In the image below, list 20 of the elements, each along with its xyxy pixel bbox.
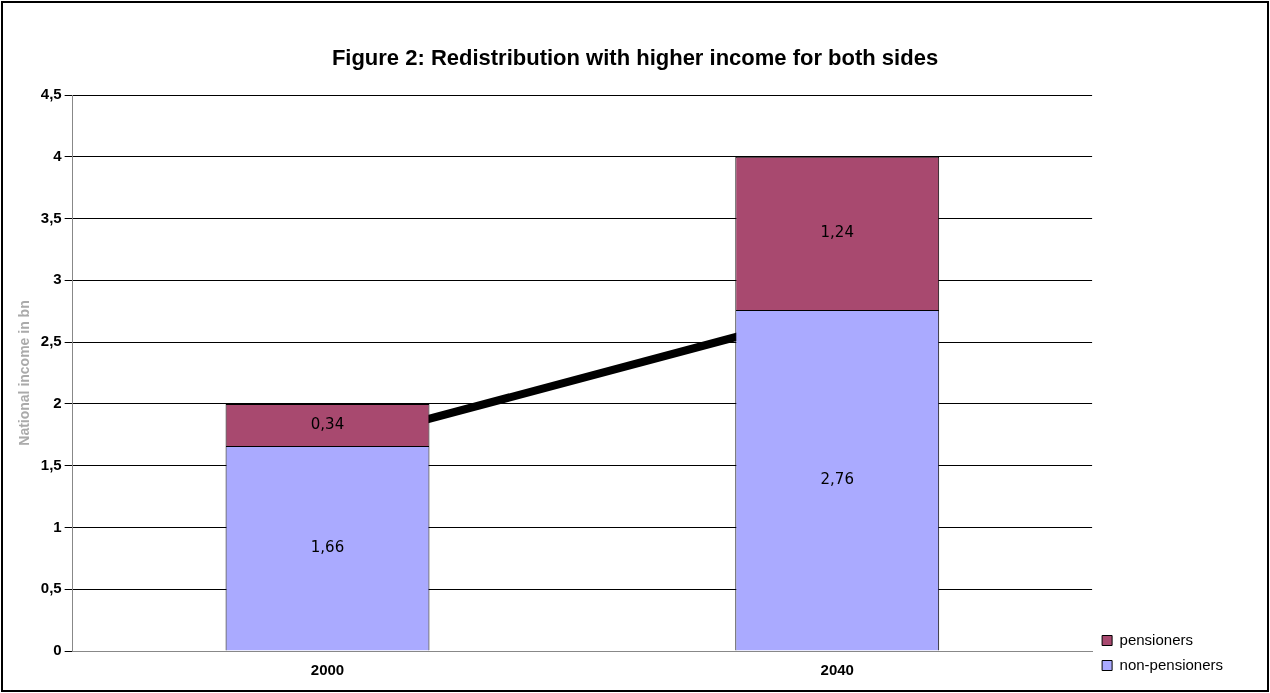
chart-title: Figure 2: Redistribution with higher income for both sides bbox=[330, 45, 940, 71]
x-tick-label: 2000 bbox=[310, 661, 345, 679]
y-tick-label: 2 bbox=[53, 394, 62, 412]
y-tick-label: 2,5 bbox=[40, 332, 62, 350]
data-label: 1,24 bbox=[820, 223, 854, 242]
x-tick-label: 2040 bbox=[820, 661, 854, 679]
y-axis-title: National income in bn bbox=[16, 300, 33, 446]
y-tick-label: 0 bbox=[53, 641, 62, 659]
data-label: 0,34 bbox=[310, 414, 345, 433]
y-tick-label: 4,5 bbox=[40, 85, 62, 103]
y-tick-label: 1,5 bbox=[40, 455, 62, 473]
y-tick-label: 3,5 bbox=[40, 208, 62, 226]
y-tick-label: 1 bbox=[53, 517, 62, 535]
y-tick-label: 4 bbox=[53, 146, 63, 164]
y-tick-label: 0,5 bbox=[40, 579, 62, 597]
data-label: 2,76 bbox=[820, 470, 854, 489]
legend-label: non-pensioners bbox=[1119, 655, 1223, 673]
y-tick-label: 3 bbox=[53, 270, 62, 288]
data-label: 1,66 bbox=[310, 538, 345, 557]
legend-label: pensioners bbox=[1119, 630, 1193, 648]
